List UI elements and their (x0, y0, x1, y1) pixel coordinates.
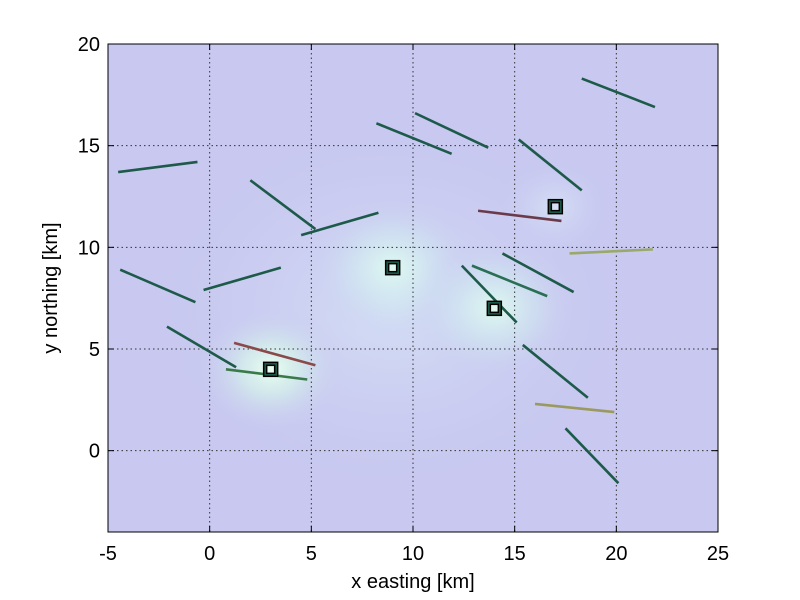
segment-line (564, 427, 620, 485)
x-tick-label: -5 (99, 543, 117, 565)
x-tick-label: 20 (605, 543, 627, 565)
segment-line (118, 160, 198, 174)
station-marker-inner (549, 200, 562, 213)
x-tick-label: 5 (306, 543, 317, 565)
segment-line (375, 122, 453, 156)
segment-line (471, 264, 548, 298)
station-markers (262, 198, 564, 378)
segment-line (166, 325, 237, 369)
x-tick-labels: -5 0 5 10 15 20 25 (99, 543, 729, 565)
plot-frame (107, 43, 719, 533)
segment-line (581, 77, 656, 109)
y-tick-label: 0 (89, 441, 100, 463)
segment-line (300, 211, 379, 237)
station-marker-inner (488, 302, 501, 315)
segment-line (233, 341, 316, 367)
station-glow (409, 236, 580, 381)
station-glow (495, 155, 616, 258)
station-marker-inner (386, 261, 399, 274)
segment-line (249, 179, 317, 231)
x-tick-label: 25 (707, 543, 729, 565)
y-tick-label: 10 (78, 237, 100, 259)
segment-line (569, 248, 653, 255)
segment-line (501, 252, 575, 294)
station-marker-inner (264, 363, 277, 376)
x-tick-label: 0 (204, 543, 215, 565)
segment-line (414, 111, 489, 149)
x-tick-label: 10 (402, 543, 424, 565)
line-segments (118, 77, 656, 485)
station-glow (195, 305, 346, 434)
segment-line (517, 138, 583, 192)
segment-line (521, 343, 589, 399)
segment-line (460, 264, 518, 324)
y-tick-label: 5 (89, 339, 100, 361)
segment-line (203, 266, 282, 292)
y-axis-label: y northing [km] (40, 222, 62, 353)
y-tick-label: 15 (78, 136, 100, 158)
y-tick-label: 20 (78, 34, 100, 56)
x-tick-label: 15 (504, 543, 526, 565)
x-axis-label: x easting [km] (351, 571, 474, 593)
y-tick-labels: 0 5 10 15 20 (78, 34, 100, 463)
segment-line (119, 268, 196, 304)
segment-line (534, 402, 615, 414)
segment-line (477, 209, 562, 223)
